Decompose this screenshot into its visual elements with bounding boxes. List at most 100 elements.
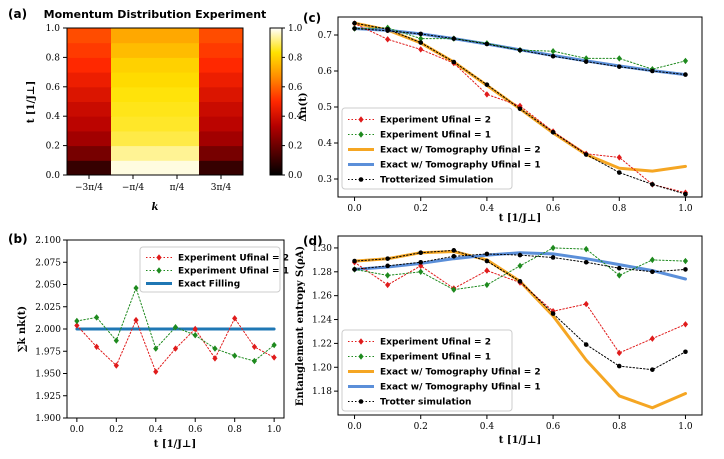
legend-entry: Experiment Ufinal = 1 [380,131,491,141]
heatmap-cell [155,28,200,44]
heatmap-cell [111,86,156,102]
simulation-branch-0-point [418,31,424,37]
y-tick-label: 1.975 [35,347,61,357]
y-tick-label: 1.30 [312,244,332,254]
y-tick-label: 1.0 [46,24,61,34]
heatmap-cell [199,160,244,176]
x-tick-label: 0.2 [414,204,428,214]
heatmap-cell [199,57,244,73]
panel-b-series [74,284,277,375]
heatmap-cell [67,28,112,44]
series-4-point [517,106,523,112]
heatmap-cell [111,116,156,132]
series-0-point [649,335,655,342]
panel-b-axes: 0.0 0.2 0.4 0.6 0.8 1.0 1.900 1.925 1.950 1.975 2.… [35,236,281,435]
x-tick-label: 1.0 [267,425,282,435]
x-tick-label: 0.8 [612,422,627,432]
panel-a-heatmap: (a) Momentum Distribution Experiment −3π… [8,7,303,213]
heatmap-cell [67,72,112,88]
panel-b-legend: Experiment Ufinal = 2 Experiment Ufinal =… [139,246,289,293]
series-1-point [271,341,277,349]
legend-entry: Exact w/ Tomography Ufinal = 2 [380,146,541,156]
heatmap-cell [111,28,156,44]
y-tick-label: 0.5 [318,103,333,113]
x-tick-label: 1.0 [678,422,693,432]
simulation-branch-0-point [385,28,390,33]
series-4-point [583,342,589,347]
x-tick-label: −3π/4 [75,183,103,193]
series-0-point [484,91,490,98]
series-0-point [153,368,159,375]
x-tick-label: π/4 [170,183,185,193]
panel-c-y-label: Δn(t) [298,92,309,121]
panel-b-x-label: t [1/J⊥] [154,439,197,450]
series-0-point [172,345,179,352]
series-4-point [583,152,589,157]
simulation-branch-0-point [418,259,424,265]
y-tick-label: 1.925 [35,392,61,402]
x-tick-label: 3π/4 [211,183,232,193]
x-tick-label: 1.0 [678,204,693,214]
y-tick-label: 0.3 [318,175,333,185]
heatmap-cell [111,42,156,58]
heatmap-cells [67,28,244,176]
y-tick-label: 0.7 [318,31,333,41]
heatmap-cell [199,145,244,161]
colorbar [269,27,283,176]
series-1-point [113,337,119,344]
heatmap-cell [199,116,244,132]
y-tick-label: 1.900 [35,414,61,424]
panel-d-label: (d) [303,234,323,248]
series-0-point [232,315,238,322]
legend-box [341,329,513,412]
simulation-branch-0-point [650,269,655,275]
heatmap-cell [199,72,244,88]
heatmap-cell [155,72,200,88]
series-1-point [682,57,689,65]
series-0-point [385,281,391,289]
legend-entry: Trotter simulation [380,398,471,408]
y-tick-label: 2.050 [35,281,61,291]
panel-d-series [351,244,689,410]
panel-d-frame [337,235,703,416]
panel-d-axes: 0.0 0.2 0.4 0.6 0.8 1.0 1.18 1.20 1.22 1.24 1.26 1.… [312,244,693,432]
series-0-point [192,325,198,333]
simulation-branch-0-point [352,26,357,31]
series-4-point [418,40,424,45]
heatmap-cell [155,86,200,102]
simulation-branch-0-line [354,253,686,273]
x-tick-label: 0.4 [480,204,495,214]
x-tick-label: 0.6 [188,425,203,435]
series-1-point [517,262,523,270]
simulation-branch-0-point [650,68,655,74]
series-0-point [74,322,80,329]
panel-c-label: (c) [303,11,321,25]
colorbar-tick-label: 0.6 [288,83,303,93]
series-1-point [583,245,589,253]
series-0-line [76,317,275,373]
colorbar-tick-label: 0.8 [288,53,303,63]
panel-c-axes: 0.0 0.2 0.4 0.6 0.8 1.0 0.3 0.4 0.5 0.6 0.7 [318,31,693,214]
legend-box [139,246,281,293]
y-tick-label: 1.22 [312,339,332,349]
x-tick-label: 0.4 [149,425,164,435]
simulation-branch-0-point [583,59,589,64]
heatmap-y-label: t [1/J⊥] [26,81,37,124]
legend-entry: Experiment Ufinal = 1 [380,353,491,363]
x-tick-label: 0.0 [347,422,362,432]
legend-swatch-marker [358,177,364,182]
series-0-point [682,321,689,328]
heatmap-x-ticks: −3π/4 −π/4 π/4 3π/4 [75,175,231,193]
simulation-branch-0-point [385,263,390,269]
series-1-point [153,345,159,352]
colorbar-ticks: 0.0 0.2 0.4 0.6 0.8 1.0 [282,24,303,181]
series-1-point [212,345,218,352]
x-tick-label: 0.0 [70,425,85,435]
colorbar-tick-label: 0.2 [288,142,302,152]
panel-b-line-chart: (b) 0.0 0.2 0.4 0.6 0.8 1.0 1.900 1.925 1.950 1.9… [8,232,289,450]
x-tick-label: 0.2 [109,425,123,435]
series-4-point [550,129,556,135]
simulation-branch-0-point [683,72,688,77]
series-0-line [354,261,686,354]
series-1-point [649,256,655,264]
